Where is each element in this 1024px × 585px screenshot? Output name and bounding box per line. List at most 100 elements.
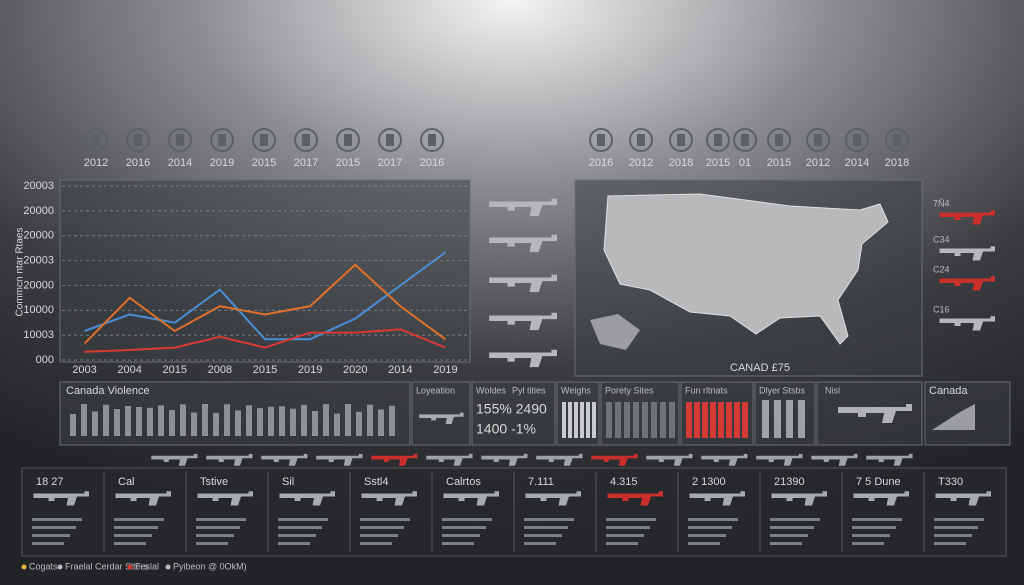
y-tick-label: 10003: [23, 329, 54, 341]
bar-decor: [191, 412, 197, 436]
year-label: 2016: [589, 157, 613, 169]
year-label: 2018: [669, 157, 693, 169]
bar-decor: [290, 408, 296, 436]
text-line: [688, 534, 726, 537]
text-line: [770, 534, 808, 537]
us-map: [603, 193, 889, 345]
icon-glyph: [386, 134, 394, 146]
x-tick-label: 2015: [253, 364, 277, 376]
icon-glyph: [260, 134, 268, 146]
panel: [680, 381, 754, 446]
year-label: 2019: [210, 157, 234, 169]
year-label: 2016: [126, 157, 150, 169]
text-line: [688, 526, 732, 529]
icon: [885, 128, 909, 152]
legend-dot: [165, 564, 171, 570]
year-label: 2017: [294, 157, 318, 169]
panel-title: Weighs: [561, 385, 591, 395]
bar-decor: [301, 404, 307, 436]
y-tick-label: 20003: [23, 180, 54, 192]
text-line: [32, 534, 70, 537]
bar-decor: [169, 410, 175, 436]
icon-glyph: [176, 134, 184, 146]
text-line: [32, 518, 82, 521]
text-line: [524, 526, 568, 529]
icon-glyph: [428, 134, 436, 146]
icon-glyph: [853, 134, 861, 146]
icon: [669, 128, 693, 152]
bar-decor: [213, 412, 219, 436]
gun-label: C16: [933, 304, 950, 314]
bar-decor: [125, 406, 131, 436]
bar-decor: [592, 402, 596, 438]
icon: [294, 128, 318, 152]
icon-glyph: [714, 134, 722, 146]
x-tick-label: 2008: [208, 364, 232, 376]
icon: [629, 128, 653, 152]
bar-decor: [268, 406, 274, 436]
y-tick-label: 10000: [23, 304, 54, 316]
icon-glyph: [893, 134, 901, 146]
year-label: 2015: [252, 157, 276, 169]
text-line: [32, 542, 64, 545]
text-line: [196, 534, 234, 537]
card-title: Calrtos: [446, 476, 481, 488]
gun-label: C24: [933, 264, 950, 274]
line-series: [84, 251, 447, 341]
bar-decor: [624, 402, 630, 438]
year-label: 2016: [420, 157, 444, 169]
icon: [252, 128, 276, 152]
x-tick-label: 2019: [298, 364, 322, 376]
text-line: [196, 526, 240, 529]
icon: [378, 128, 402, 152]
text-line: [524, 518, 574, 521]
panel-title: Canada: [929, 385, 968, 397]
icon-glyph: [344, 134, 352, 146]
text-line: [196, 542, 228, 545]
card-title: 18 27: [36, 476, 64, 488]
y-tick-label: 20000: [23, 279, 54, 291]
text-line: [442, 534, 480, 537]
text-line: [114, 534, 152, 537]
alaska-map: [590, 314, 640, 350]
bar-decor: [660, 402, 666, 438]
year-label: 2012: [806, 157, 830, 169]
bar-decor: [642, 402, 648, 438]
bar-decor: [742, 402, 748, 438]
text-line: [688, 518, 738, 521]
panel-title: Dlyer Stsbs: [759, 385, 806, 395]
bar-decor: [762, 400, 769, 438]
panel-title: Fun rltnats: [685, 385, 728, 395]
bar-decor: [356, 411, 362, 436]
x-tick-label: 2004: [117, 364, 141, 376]
bar-decor: [774, 400, 781, 438]
panel: [471, 381, 556, 446]
bar-decor: [389, 405, 395, 436]
bar-decor: [686, 402, 692, 438]
bar-decor: [103, 404, 109, 436]
y-tick-label: 20000: [23, 230, 54, 242]
bar-decor: [615, 402, 621, 438]
year-label: 2012: [84, 157, 108, 169]
card-title: 7.111: [528, 476, 554, 488]
bar-decor: [580, 402, 584, 438]
text-line: [606, 542, 638, 545]
icon: [210, 128, 234, 152]
bar-decor: [574, 402, 578, 438]
text-line: [606, 526, 650, 529]
panel: [816, 381, 923, 446]
legend-label: Fraelal Cerdar Slters: [65, 561, 149, 571]
panel-title: Loyeation: [416, 385, 455, 395]
icon: [420, 128, 444, 152]
y-tick-label: 20000: [23, 205, 54, 217]
icon: [168, 128, 192, 152]
text-line: [524, 534, 562, 537]
icon-glyph: [677, 134, 685, 146]
icon-glyph: [775, 134, 783, 146]
bar-decor: [726, 402, 732, 438]
x-tick-label: 2015: [163, 364, 187, 376]
text-line: [934, 526, 978, 529]
bar-decor: [702, 402, 708, 438]
year-label: 2014: [168, 157, 192, 169]
